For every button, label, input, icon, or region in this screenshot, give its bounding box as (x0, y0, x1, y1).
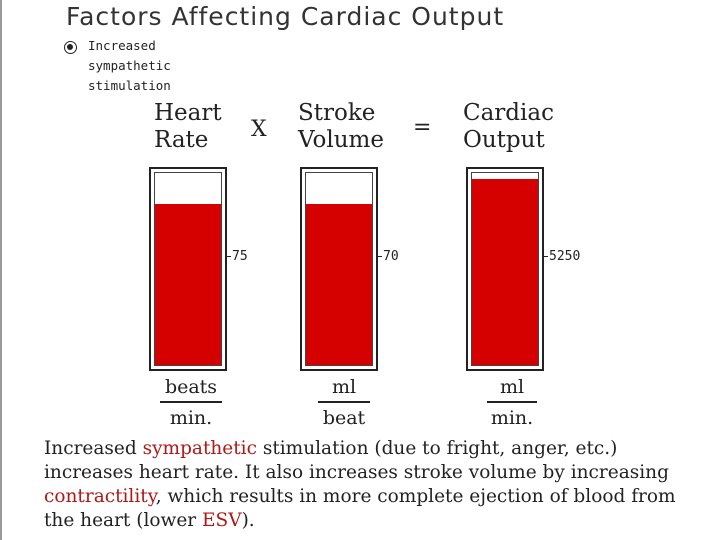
fraction-bar (160, 401, 222, 403)
cardiac-output-unit: ml min. (487, 375, 537, 430)
fraction-bar (318, 401, 370, 403)
left-border-line (0, 0, 2, 540)
cardiac-output-unit-denominator: min. (490, 406, 534, 429)
caption-part-3: , which results in more complete ejectio… (44, 486, 676, 531)
stroke-volume-fill (306, 203, 372, 365)
condition-label-line-2: sympathetic (88, 58, 171, 73)
explanation-text: Increased sympathetic stimulation (due t… (44, 437, 684, 533)
cardiac-output-unit-numerator: ml (499, 376, 525, 398)
cardiac-output-tube (466, 167, 544, 371)
caption-part-2: stimulation (due to fright, anger, etc.)… (44, 438, 669, 483)
stroke-volume-unit-denominator: beat (322, 406, 366, 429)
stroke-volume-heading: Stroke Volume (298, 100, 384, 154)
fraction-bar (487, 401, 537, 403)
heart-rate-unit-denominator: min. (169, 406, 213, 429)
heart-rate-value: 75 (227, 249, 248, 264)
stroke-volume-unit-numerator: ml (331, 376, 357, 398)
cardiac-output-heading-line-2: Output (463, 127, 545, 153)
term-contractility: contractility (44, 486, 156, 507)
term-sympathetic: sympathetic (142, 438, 257, 459)
caption-part-4: ). (241, 510, 255, 531)
caption-part-1: Increased (44, 438, 143, 459)
radio-selected-icon[interactable] (64, 41, 77, 54)
condition-label: Increased sympathetic stimulation (88, 36, 171, 96)
heart-rate-heading-line-2: Rate (154, 127, 209, 153)
heart-rate-heading: Heart Rate (154, 100, 222, 154)
condition-label-line-1: Increased (88, 38, 156, 53)
stroke-volume-value: 70 (378, 249, 399, 264)
cardiac-output-fill (472, 178, 538, 365)
stroke-volume-heading-line-1: Stroke (298, 100, 376, 126)
stroke-volume-unit: ml beat (318, 375, 370, 430)
cardiac-output-heading: Cardiac Output (463, 100, 554, 154)
heart-rate-unit-numerator: beats (164, 376, 218, 398)
heart-rate-unit: beats min. (160, 375, 222, 430)
cardiac-output-heading-line-1: Cardiac (463, 100, 554, 126)
stroke-volume-heading-line-2: Volume (298, 127, 384, 153)
page-title: Factors Affecting Cardiac Output (66, 2, 505, 31)
heart-rate-fill (155, 203, 221, 365)
condition-label-line-3: stimulation (88, 78, 171, 93)
stroke-volume-tube (300, 167, 378, 371)
equals-sign: = (413, 115, 432, 140)
heart-rate-heading-line-1: Heart (154, 100, 222, 126)
term-esv: ESV (202, 510, 242, 531)
heart-rate-tube (149, 167, 227, 371)
cardiac-output-value: 5250 (544, 249, 580, 264)
multiply-sign: X (251, 117, 267, 142)
